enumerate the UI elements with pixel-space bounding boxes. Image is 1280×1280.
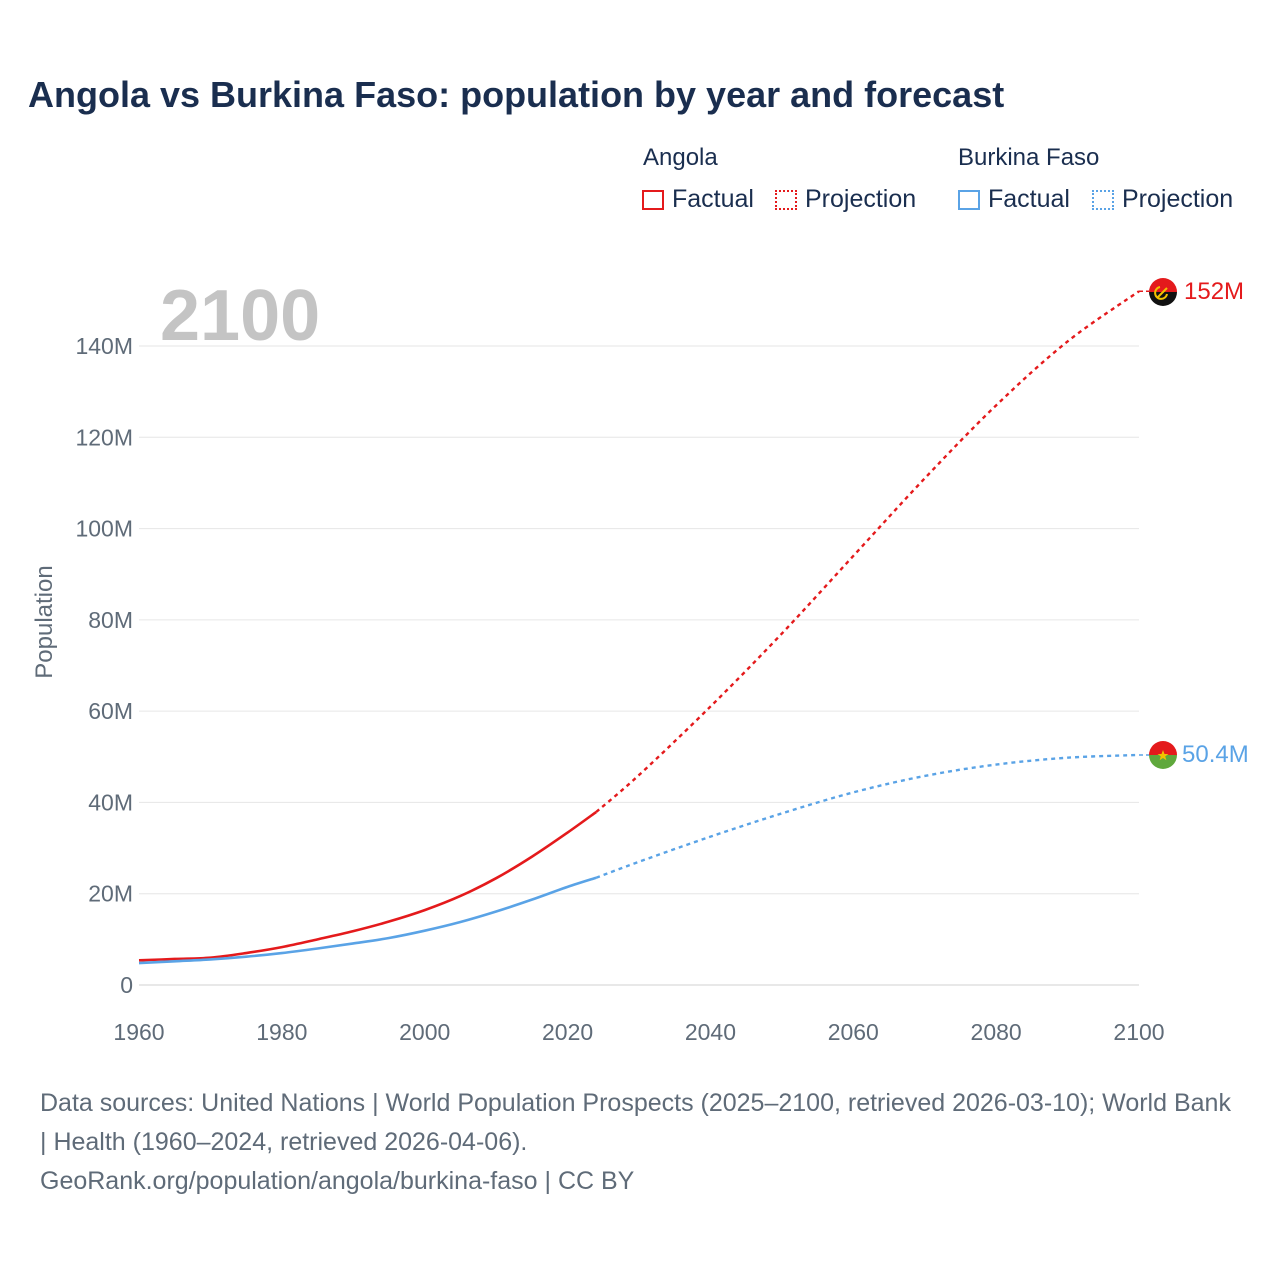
chart-title: Angola vs Burkina Faso: population by ye…: [28, 74, 1005, 115]
angola-factual-line: [138, 810, 597, 962]
legend-swatch-burkina-faso-factual: [958, 189, 980, 210]
footer-sources: Data sources: United Nations | World Pop…: [40, 1089, 1231, 1156]
angola-projection-line: [595, 290, 1140, 813]
legend-label-burkina-faso-factual: Factual: [988, 185, 1070, 213]
burkina-faso-factual-line: [138, 876, 597, 965]
legend-burkina-faso-factual[interactable]: Factual: [958, 185, 1070, 214]
footer: Data sources: United Nations | World Pop…: [40, 1084, 1240, 1201]
x-tick-label: 1980: [256, 1019, 307, 1045]
angola-flag-icon: [1149, 278, 1177, 306]
burkina-faso-flag-icon: [1149, 741, 1177, 769]
x-tick-label: 2100: [1113, 1019, 1164, 1045]
x-tick-label: 2080: [971, 1019, 1022, 1045]
legend-group-burkina-faso: Burkina Faso: [958, 144, 1100, 171]
population-chart: 2100 Population 0 20M 40M 60M 80M 100M 120M 140…: [31, 276, 1249, 1045]
y-tick-label: 120M: [75, 424, 133, 450]
legend-burkina-faso-projection[interactable]: Projection: [1092, 185, 1233, 214]
y-axis-label: Population: [31, 565, 58, 678]
x-tick-label: 2060: [828, 1019, 879, 1045]
year-watermark: 2100: [160, 276, 320, 356]
burkina-faso-projection-line: [595, 753, 1140, 879]
y-tick-label: 0: [120, 972, 133, 998]
y-tick-label: 60M: [88, 698, 133, 724]
y-tick-label: 80M: [88, 607, 133, 633]
x-tick-label: 1960: [113, 1019, 164, 1045]
gridlines: [139, 345, 1139, 986]
angola-end-value-label: 152M: [1184, 278, 1244, 305]
legend-label-angola-projection: Projection: [805, 185, 917, 213]
burkina-faso-end-value-label: 50.4M: [1182, 741, 1249, 768]
legend-group-angola: Angola: [643, 144, 718, 171]
y-tick-labels: 0 20M 40M 60M 80M 100M 120M 140M: [75, 333, 133, 998]
y-tick-label: 20M: [88, 881, 133, 907]
footer-credit: GeoRank.org/population/angola/burkina-fa…: [40, 1167, 635, 1195]
legend-angola-factual[interactable]: Factual: [642, 185, 754, 214]
y-tick-label: 40M: [88, 789, 133, 815]
legend-swatch-angola-projection: [775, 189, 797, 210]
legend-swatch-angola-factual: [642, 189, 664, 210]
series-lines: [138, 290, 1149, 965]
x-tick-label: 2040: [685, 1019, 736, 1045]
y-tick-label: 100M: [75, 516, 133, 542]
y-tick-label: 140M: [75, 333, 133, 359]
x-tick-label: 2000: [399, 1019, 450, 1045]
x-tick-label: 2020: [542, 1019, 593, 1045]
x-tick-labels: 1960 1980 2000 2020 2040 2060 2080 2100: [113, 1019, 1164, 1045]
legend-swatch-burkina-faso-projection: [1092, 189, 1114, 210]
legend-angola-projection[interactable]: Projection: [775, 185, 916, 214]
legend-label-burkina-faso-projection: Projection: [1122, 185, 1234, 213]
legend-label-angola-factual: Factual: [672, 185, 754, 213]
